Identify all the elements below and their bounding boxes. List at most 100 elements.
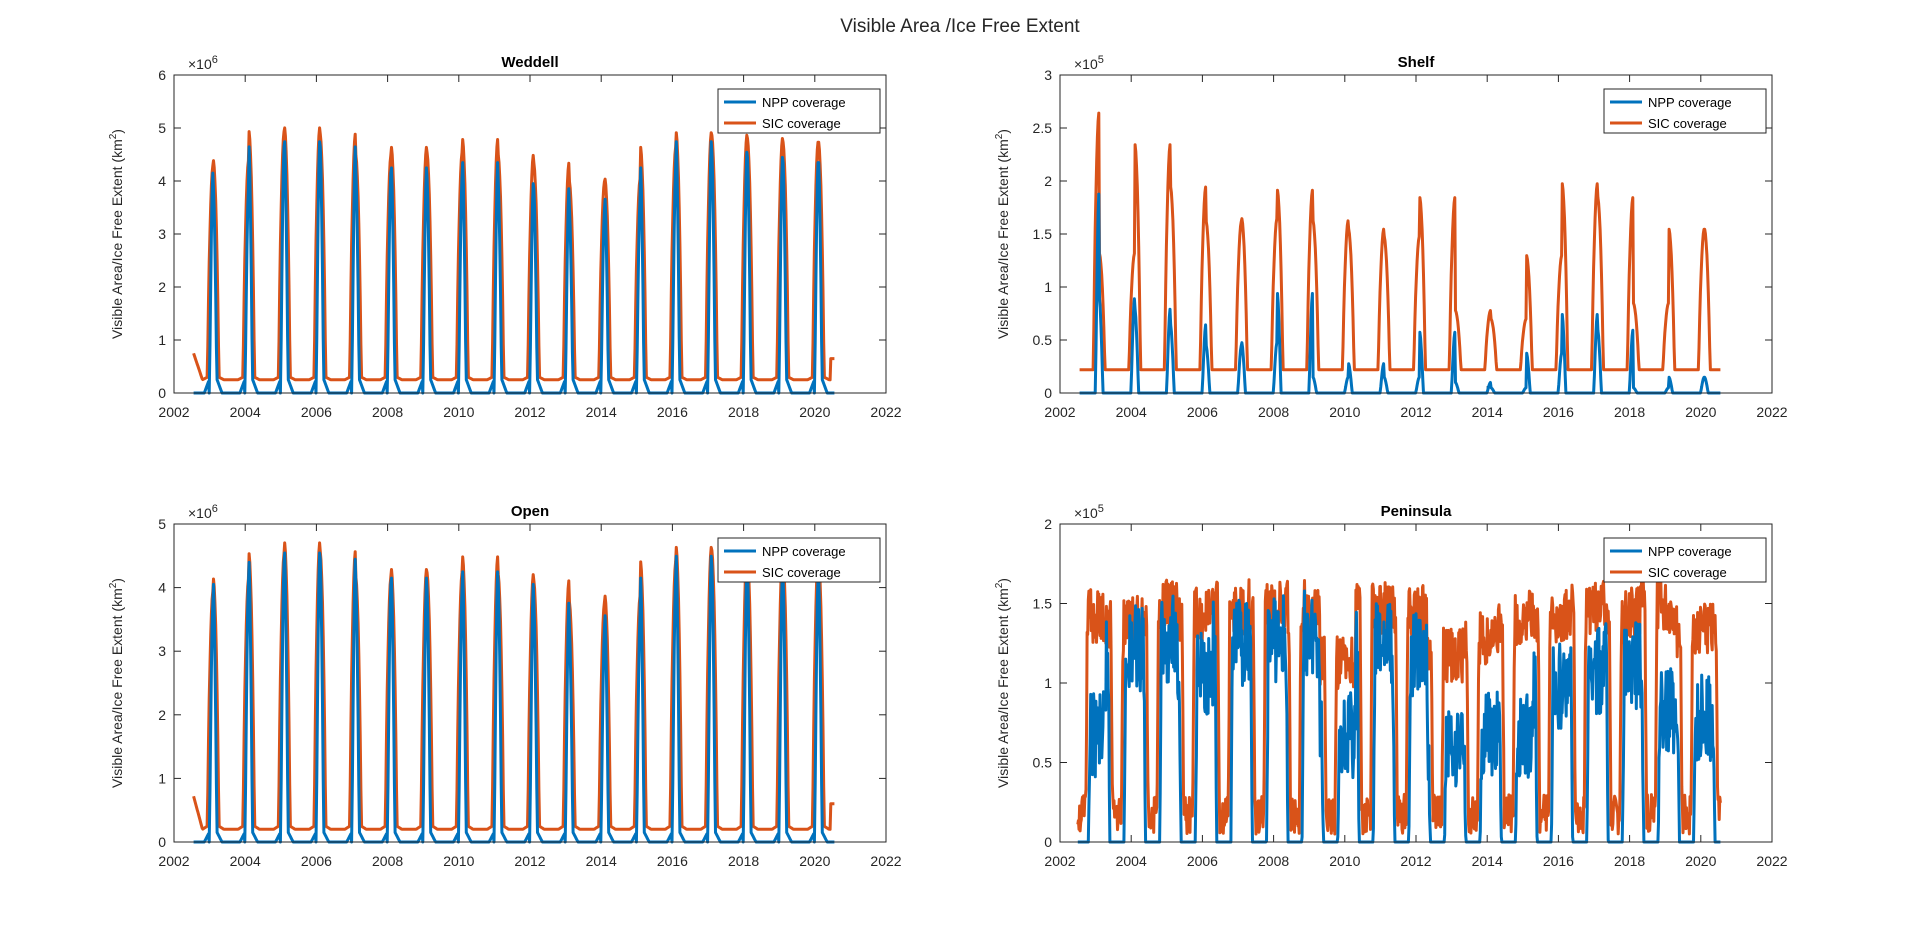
y-tick-label: 0 (1044, 834, 1052, 850)
x-tick-label: 2010 (443, 404, 474, 420)
x-tick-label: 2018 (1614, 853, 1645, 869)
axes-box (1059, 523, 1773, 843)
y-tick-label: 3 (158, 643, 166, 659)
legend: NPP coverage SIC coverage (717, 88, 881, 134)
exponent-label: ×105 (1074, 503, 1104, 521)
y-tick-label: 1 (158, 332, 166, 348)
legend-box (717, 537, 881, 583)
y-tick-label: 0 (1044, 385, 1052, 401)
legend-box (1603, 537, 1767, 583)
x-tick-label: 2016 (1543, 853, 1574, 869)
y-axis-label: Visible Area/Ice Free Extent (km2) (994, 578, 1011, 788)
x-tick-label: 2010 (1329, 853, 1360, 869)
x-tick-label: 2016 (657, 853, 688, 869)
exponent-label: ×105 (1074, 54, 1104, 72)
series-line-sic (192, 541, 836, 831)
subplot-title: Shelf (1398, 54, 1436, 71)
y-tick-label: 6 (158, 67, 166, 83)
y-tick-label: 3 (158, 226, 166, 242)
y-tick-label: 2 (1044, 516, 1052, 532)
y-tick-label: 1 (1044, 279, 1052, 295)
y-tick-label: 1 (158, 770, 166, 786)
x-tick-label: 2012 (514, 853, 545, 869)
x-tick-label: 2008 (372, 404, 403, 420)
legend: NPP coverage SIC coverage (1603, 88, 1767, 134)
x-tick-label: 2022 (1756, 404, 1787, 420)
y-tick-label: 5 (158, 120, 166, 136)
x-tick-label: 2008 (1258, 853, 1289, 869)
x-tick-label: 2006 (301, 853, 332, 869)
x-tick-label: 2014 (1472, 853, 1503, 869)
x-tick-label: 2020 (1685, 853, 1716, 869)
x-tick-label: 2002 (1044, 404, 1075, 420)
y-tick-label: 0.5 (1033, 332, 1053, 348)
series-line-sic (1076, 578, 1722, 836)
y-tick-label: 2 (1044, 173, 1052, 189)
y-tick-label: 2.5 (1033, 120, 1053, 136)
y-tick-label: 0 (158, 385, 166, 401)
x-tick-label: 2006 (1187, 404, 1218, 420)
x-tick-label: 2016 (1543, 404, 1574, 420)
y-tick-label: 0.5 (1033, 755, 1053, 771)
x-tick-label: 2006 (301, 404, 332, 420)
x-tick-label: 2004 (1116, 404, 1147, 420)
figure-title: Visible Area /Ice Free Extent (840, 16, 1080, 37)
x-tick-label: 2006 (1187, 853, 1218, 869)
subplot-title: Peninsula (1381, 503, 1453, 520)
x-tick-label: 2008 (372, 853, 403, 869)
subplot-shelf: 2002 2004 2006 2008 2010 2012 2014 2016 2018 2020… (994, 54, 1788, 420)
subplot-weddell: 2002 2004 2006 2008 2010 2012 2014 2016 2018 2020… (108, 54, 902, 420)
x-tick-label: 2004 (230, 404, 261, 420)
y-tick-label: 3 (1044, 67, 1052, 83)
subplot-title: Open (511, 503, 549, 520)
x-tick-label: 2022 (870, 404, 901, 420)
subplot-title: Weddell (501, 54, 558, 71)
x-tick-label: 2020 (799, 404, 830, 420)
y-tick-label: 2 (158, 707, 166, 723)
y-axis-label: Visible Area/Ice Free Extent (km2) (108, 129, 125, 339)
x-tick-label: 2010 (443, 853, 474, 869)
x-tick-label: 2022 (1756, 853, 1787, 869)
x-tick-label: 2004 (1116, 853, 1147, 869)
x-tick-label: 2004 (230, 853, 261, 869)
x-tick-label: 2018 (1614, 404, 1645, 420)
axes-box (173, 523, 887, 843)
legend-label: SIC coverage (1648, 116, 1727, 131)
x-tick-label: 2002 (158, 404, 189, 420)
legend-label: SIC coverage (762, 116, 841, 131)
x-tick-label: 2002 (1044, 853, 1075, 869)
exponent-label: ×106 (188, 503, 218, 521)
y-tick-label: 4 (158, 580, 166, 596)
y-axis-label: Visible Area/Ice Free Extent (km2) (994, 129, 1011, 339)
x-tick-label: 2012 (514, 404, 545, 420)
legend-label: NPP coverage (762, 544, 846, 559)
axes-box (1059, 74, 1773, 394)
legend: NPP coverage SIC coverage (1603, 537, 1767, 583)
legend-label: SIC coverage (762, 565, 841, 580)
legend-label: NPP coverage (762, 95, 846, 110)
y-tick-label: 5 (158, 516, 166, 532)
y-tick-label: 4 (158, 173, 166, 189)
x-tick-label: 2012 (1400, 853, 1431, 869)
x-tick-label: 2018 (728, 404, 759, 420)
legend-box (717, 88, 881, 134)
legend-box (1603, 88, 1767, 134)
x-tick-label: 2014 (1472, 404, 1503, 420)
y-tick-label: 0 (158, 834, 166, 850)
y-tick-label: 2 (158, 279, 166, 295)
axes-box (173, 74, 887, 394)
x-tick-label: 2016 (657, 404, 688, 420)
subplot-open: 2002 2004 2006 2008 2010 2012 2014 2016 2018 2020… (108, 503, 902, 869)
subplot-peninsula: 2002 2004 2006 2008 2010 2012 2014 2016 2018 2020… (994, 503, 1788, 869)
y-tick-label: 1.5 (1033, 596, 1053, 612)
x-tick-label: 2018 (728, 853, 759, 869)
y-tick-label: 1.5 (1033, 226, 1053, 242)
x-tick-label: 2010 (1329, 404, 1360, 420)
legend: NPP coverage SIC coverage (717, 537, 881, 583)
legend-label: NPP coverage (1648, 544, 1732, 559)
x-tick-label: 2020 (799, 853, 830, 869)
series-line-sic (192, 126, 836, 382)
subplot-grid: 2002 2004 2006 2008 2010 2012 2014 2016 2018 2020… (108, 54, 1788, 869)
x-tick-label: 2014 (586, 404, 617, 420)
series-line-sic (1078, 111, 1722, 372)
